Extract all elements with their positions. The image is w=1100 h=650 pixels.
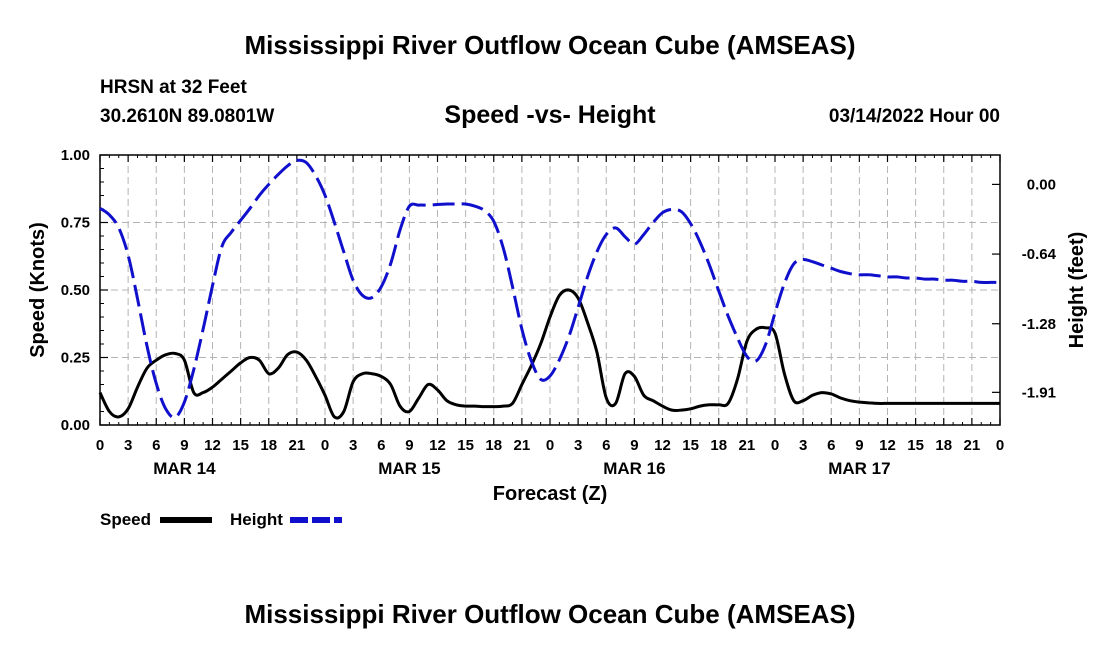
series-lines bbox=[98, 158, 1000, 420]
x-tick-label: 12 bbox=[654, 437, 671, 454]
x-tick-label: 6 bbox=[377, 437, 385, 454]
x-tick-label: 3 bbox=[124, 437, 132, 454]
date-label: MAR 14 bbox=[153, 459, 216, 478]
x-tick-label: 15 bbox=[907, 437, 924, 454]
x-tick-label: 3 bbox=[799, 437, 807, 454]
x-tick-label: 18 bbox=[935, 437, 952, 454]
legend-label-height: Height bbox=[230, 510, 283, 529]
y2-tick-label: -1.91 bbox=[1022, 384, 1056, 401]
x-tick-label: 0 bbox=[546, 437, 554, 454]
y-tick-label: 0.25 bbox=[61, 350, 90, 367]
x-tick-label: 18 bbox=[260, 437, 277, 454]
forecast-datetime: 03/14/2022 Hour 00 bbox=[828, 106, 1000, 127]
axis-ticks bbox=[99, 154, 1001, 426]
date-label: MAR 17 bbox=[828, 459, 890, 478]
x-tick-label: 6 bbox=[152, 437, 160, 454]
x-tick-label: 0 bbox=[771, 437, 779, 454]
x-tick-label: 6 bbox=[602, 437, 610, 454]
legend: Speed Height bbox=[100, 510, 342, 529]
x-tick-label: 21 bbox=[964, 437, 981, 454]
x-tick-label: 12 bbox=[429, 437, 446, 454]
x-tick-label: 15 bbox=[682, 437, 699, 454]
x-tick-label: 9 bbox=[630, 437, 638, 454]
x-tick-label: 3 bbox=[574, 437, 582, 454]
y2-tick-label: -1.28 bbox=[1022, 316, 1056, 333]
axis-labels: 0 3 6 9 12 15 18 21 0 3 6 9 12 15 18 21 0 3 6 9 12 15 18 21 0 3 6 9… bbox=[61, 147, 1057, 478]
x-tick-label: 6 bbox=[827, 437, 835, 454]
chart-grid bbox=[100, 155, 1000, 425]
x-tick-label: 18 bbox=[485, 437, 502, 454]
date-label: MAR 16 bbox=[603, 459, 665, 478]
x-tick-label: 9 bbox=[180, 437, 188, 454]
x-tick-label: 9 bbox=[405, 437, 413, 454]
station-label: HRSN at 32 Feet bbox=[100, 77, 247, 98]
y-tick-label: 0.00 bbox=[61, 417, 90, 434]
x-tick-label: 9 bbox=[855, 437, 863, 454]
x-tick-label: 18 bbox=[710, 437, 727, 454]
y-tick-label: 1.00 bbox=[61, 147, 90, 164]
x-tick-label: 3 bbox=[349, 437, 357, 454]
y-tick-label: 0.50 bbox=[61, 282, 90, 299]
x-tick-label: 12 bbox=[204, 437, 221, 454]
x-tick-label: 21 bbox=[739, 437, 756, 454]
y2-axis-title: Height (feet) bbox=[1066, 232, 1088, 349]
x-tick-label: 0 bbox=[321, 437, 329, 454]
y-tick-label: 0.75 bbox=[61, 215, 90, 232]
x-tick-label: 15 bbox=[457, 437, 474, 454]
x-tick-label: 12 bbox=[879, 437, 896, 454]
main-title: Mississippi River Outflow Ocean Cube (AM… bbox=[244, 30, 856, 60]
x-tick-label: 0 bbox=[996, 437, 1004, 454]
footer-title: Mississippi River Outflow Ocean Cube (AM… bbox=[244, 599, 856, 629]
x-tick-label: 0 bbox=[96, 437, 104, 454]
legend-label-speed: Speed bbox=[100, 510, 151, 529]
chart-subtitle: Speed -vs- Height bbox=[444, 101, 656, 129]
series-line-height bbox=[99, 158, 1000, 420]
coordinates-label: 30.2610N 89.0801W bbox=[100, 106, 275, 127]
x-axis-title: Forecast (Z) bbox=[493, 483, 607, 505]
x-tick-label: 15 bbox=[232, 437, 249, 454]
y2-tick-label: -0.64 bbox=[1022, 246, 1057, 263]
x-tick-label: 21 bbox=[514, 437, 531, 454]
y-axis-title: Speed (Knots) bbox=[27, 222, 49, 358]
y2-tick-label: 0.00 bbox=[1027, 176, 1056, 193]
date-label: MAR 15 bbox=[378, 459, 440, 478]
series-line-speed bbox=[98, 288, 1000, 420]
x-tick-label: 21 bbox=[289, 437, 306, 454]
